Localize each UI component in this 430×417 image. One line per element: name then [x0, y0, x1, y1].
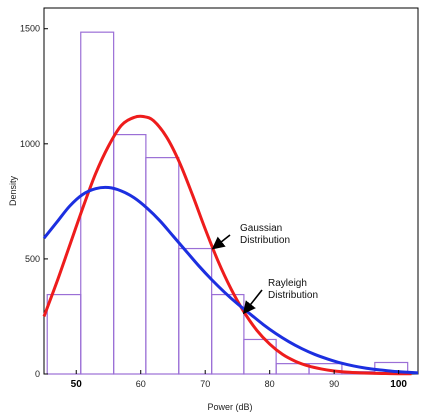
x-axis-label: Power (dB) [207, 402, 252, 412]
histogram-bar [243, 338, 277, 375]
x-tick-label: 90 [329, 379, 339, 389]
plot-frame [43, 7, 419, 375]
x-tick-label: 70 [200, 379, 210, 389]
rayleigh-curve [42, 185, 419, 375]
x-tick-label: 60 [136, 379, 146, 389]
y-tick-label: 1000 [20, 139, 40, 149]
annotation-arrow [242, 289, 263, 315]
annotation-label: Gaussian [240, 223, 282, 234]
x-tick-label: 80 [265, 379, 275, 389]
gaussian-curve [42, 114, 412, 376]
y-axis-label: Density [8, 175, 18, 206]
histogram-bar [308, 363, 343, 375]
annotation-label: Rayleigh [268, 278, 307, 289]
x-axis-ticks: 50 60 70 80 90 100 [71, 370, 407, 390]
y-axis-ticks: 0 500 1000 1500 [20, 24, 48, 379]
annotation-arrow [211, 234, 231, 250]
x-tick-label: 50 [71, 379, 83, 390]
y-tick-label: 500 [25, 254, 40, 264]
annotation-label: Distribution [240, 235, 290, 246]
y-tick-label: 1500 [20, 24, 40, 34]
y-tick-label: 0 [35, 369, 40, 379]
distribution-curves [42, 114, 419, 376]
annotation-label: Distribution [268, 290, 318, 301]
x-tick-label: 100 [390, 379, 407, 390]
